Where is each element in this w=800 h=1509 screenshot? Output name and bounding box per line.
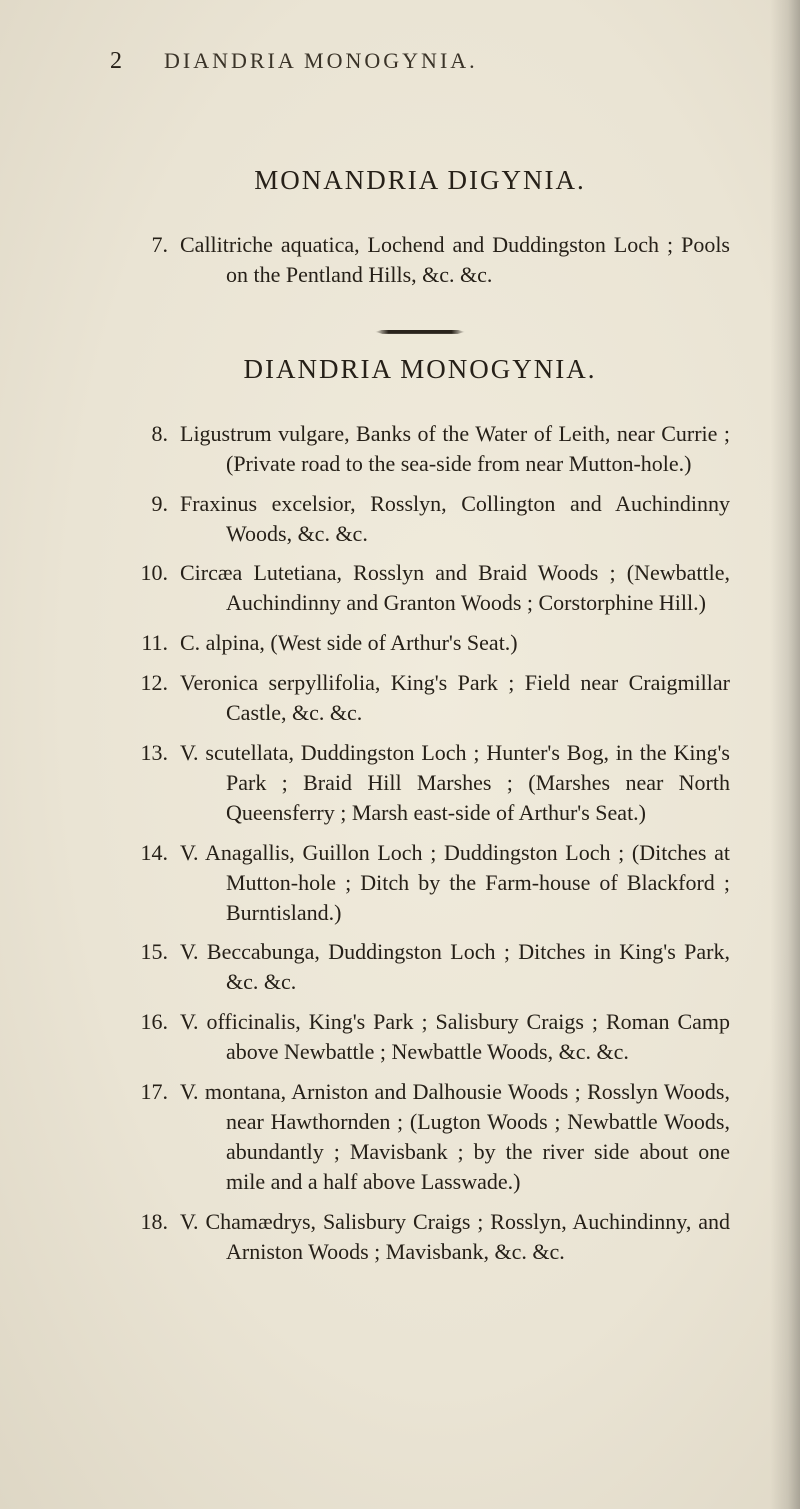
entry-text: V. montana, Arniston and Dalhousie Woods…: [180, 1077, 730, 1197]
entry-number: 13.: [110, 738, 180, 768]
entry-number: 9.: [110, 489, 180, 519]
entry-text: Fraxinus excelsior, Rosslyn, Collington …: [180, 489, 730, 549]
entry-number: 11.: [110, 628, 180, 658]
entry-number: 10.: [110, 558, 180, 588]
entry-text: V. officinalis, King's Park ; Salisbury …: [180, 1007, 730, 1067]
entry-17: 17. V. montana, Arniston and Dalhousie W…: [110, 1077, 730, 1197]
entry-text: V. scutellata, Duddingston Loch ; Hunter…: [180, 738, 730, 828]
entry-text: V. Chamædrys, Salisbury Craigs ; Rosslyn…: [180, 1207, 730, 1267]
entry-11: 11. C. alpina, (West side of Arthur's Se…: [110, 628, 730, 658]
entry-number: 16.: [110, 1007, 180, 1037]
scanned-page: 2 DIANDRIA MONOGYNIA. MONANDRIA DIGYNIA.…: [0, 0, 800, 1509]
entry-18: 18. V. Chamædrys, Salisbury Craigs ; Ros…: [110, 1207, 730, 1267]
entry-number: 14.: [110, 838, 180, 868]
entry-text: V. Beccabunga, Duddingston Loch ; Ditche…: [180, 937, 730, 997]
entry-15: 15. V. Beccabunga, Duddingston Loch ; Di…: [110, 937, 730, 997]
entry-16: 16. V. officinalis, King's Park ; Salisb…: [110, 1007, 730, 1067]
entry-text: Circæa Lutetiana, Rosslyn and Braid Wood…: [180, 558, 730, 618]
entry-text: V. Anagallis, Guillon Loch ; Duddingston…: [180, 838, 730, 928]
entry-13: 13. V. scutellata, Duddingston Loch ; Hu…: [110, 738, 730, 828]
section-heading-diandria-monogynia: DIANDRIA MONOGYNIA.: [110, 354, 730, 385]
entry-8: 8. Ligustrum vulgare, Banks of the Water…: [110, 419, 730, 479]
entry-number: 15.: [110, 937, 180, 967]
entry-9: 9. Fraxinus excelsior, Rosslyn, Collingt…: [110, 489, 730, 549]
entry-10: 10. Circæa Lutetiana, Rosslyn and Braid …: [110, 558, 730, 618]
entry-text: Ligustrum vulgare, Banks of the Water of…: [180, 419, 730, 479]
entry-number: 8.: [110, 419, 180, 449]
entry-14: 14. V. Anagallis, Guillon Loch ; Dudding…: [110, 838, 730, 928]
entry-7: 7. Callitriche aquatica, Lochend and Dud…: [110, 230, 730, 290]
entry-12: 12. Veronica serpyllifolia, King's Park …: [110, 668, 730, 728]
section-heading-monandria-digynia: MONANDRIA DIGYNIA.: [110, 165, 730, 196]
divider-rule: [375, 330, 465, 334]
entry-text: C. alpina, (West side of Arthur's Seat.): [180, 628, 730, 658]
running-title: DIANDRIA MONOGYNIA.: [164, 48, 478, 74]
entry-number: 12.: [110, 668, 180, 698]
entry-text: Veronica serpyllifolia, King's Park ; Fi…: [180, 668, 730, 728]
entry-number: 7.: [110, 230, 180, 260]
running-head: 2 DIANDRIA MONOGYNIA.: [110, 48, 730, 75]
entry-number: 18.: [110, 1207, 180, 1237]
entry-text: Callitriche aquatica, Lochend and Duddin…: [180, 230, 730, 290]
entry-number: 17.: [110, 1077, 180, 1107]
page-number: 2: [110, 48, 124, 75]
